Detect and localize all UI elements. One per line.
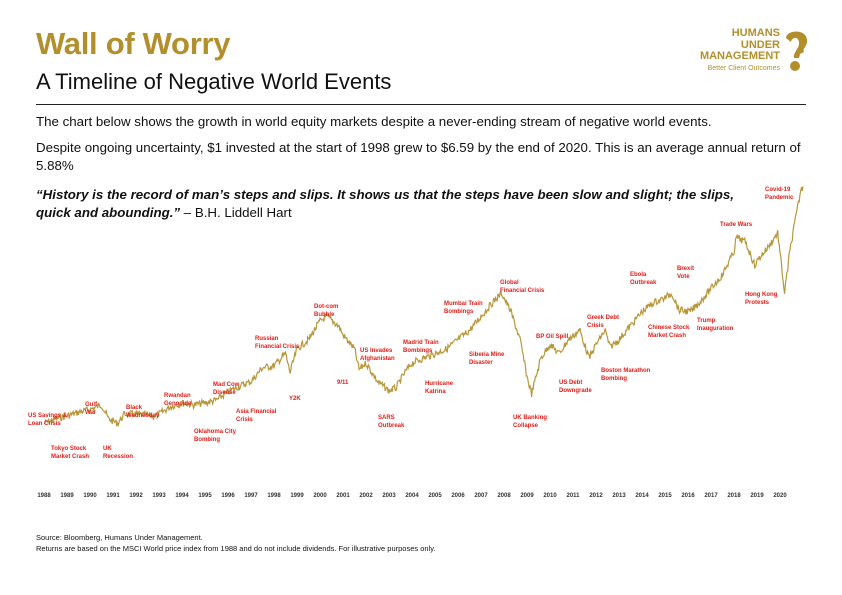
intro-paragraph: The chart below shows the growth in worl…	[36, 114, 712, 129]
event-annotation: Asia Financial Crisis	[236, 409, 277, 423]
x-tick-label: 1992	[129, 493, 143, 499]
logo-line: HUMANS	[731, 27, 780, 39]
event-annotation: US Savings & Loan Crisis	[28, 413, 68, 427]
event-annotation: Ebola Outbreak	[630, 272, 657, 286]
event-annotation: Y2K	[289, 396, 301, 402]
x-tick-label: 2003	[382, 493, 396, 499]
event-annotation: Mad Cow Disease	[213, 382, 240, 396]
event-annotation: Siberia Mine Disaster	[469, 352, 505, 366]
event-annotation: Greek Debt Crisis	[587, 315, 620, 329]
event-annotation: 9/11	[337, 380, 349, 386]
event-annotation: Gulf War	[85, 402, 97, 416]
x-tick-label: 1991	[106, 493, 120, 499]
x-tick-label: 1997	[244, 493, 258, 499]
x-tick-label: 2007	[474, 493, 488, 499]
x-tick-label: 2017	[704, 493, 718, 499]
quote: “History is the record of man’s steps an…	[36, 186, 736, 222]
x-tick-label: 2001	[336, 493, 350, 499]
x-tick-label: 1996	[221, 493, 235, 499]
logo-tagline: Better Client Outcomes	[707, 65, 780, 72]
event-annotation: Brexit Vote	[677, 266, 695, 280]
event-annotation: Covid-19 Pandemic	[765, 187, 794, 201]
x-tick-label: 2018	[727, 493, 741, 499]
logo-line: UNDER	[740, 38, 780, 51]
x-tick-label: 2016	[681, 493, 695, 499]
event-annotation: Russian Financial Crisis	[255, 336, 300, 350]
x-tick-label: 1990	[83, 493, 97, 499]
disclaimer-note: Returns are based on the MSCI World pric…	[36, 544, 436, 553]
event-annotation: Tokyo Stock Market Crash	[51, 446, 90, 460]
x-tick-label: 2004	[405, 493, 419, 499]
x-tick-label: 2020	[773, 493, 787, 499]
x-tick-label: 1993	[152, 493, 166, 499]
event-annotation: US Invades Afghanistan	[360, 348, 395, 362]
humans-under-management-logo: HUMANS UNDER MANAGEMENT Better Client Ou…	[690, 27, 810, 88]
event-annotation: Mumbai Train Bombings	[444, 301, 483, 315]
event-annotation: Madrid Train Bombings	[403, 340, 439, 354]
event-annotation: Black Wednesday	[126, 405, 160, 419]
x-tick-label: 2019	[750, 493, 764, 499]
event-annotation: US Debt Downgrade	[559, 380, 592, 394]
x-tick-label: 1988	[37, 493, 51, 499]
quote-text: “History is the record of man’s steps an…	[36, 187, 735, 220]
series-line-msci-world	[43, 186, 804, 427]
event-annotation: Global Financial Crisis	[500, 280, 545, 294]
event-annotation: Trump Inauguration	[697, 318, 734, 332]
x-tick-label: 1995	[198, 493, 212, 499]
event-annotation: Boston Marathon Bombing	[601, 368, 651, 382]
logo-line: MANAGEMENT	[699, 50, 780, 62]
return-paragraph: Despite ongoing uncertainty, $1 invested…	[36, 140, 801, 173]
x-tick-label: 1994	[175, 493, 189, 499]
x-tick-label: 2006	[451, 493, 465, 499]
question-head-icon	[786, 31, 808, 71]
event-annotation: Oklahoma City Bombing	[194, 429, 237, 443]
footer: Source: Bloomberg, Humans Under Manageme…	[36, 532, 436, 554]
event-annotation: Hong Kong Protests	[745, 292, 778, 306]
event-annotation: UK Recession	[103, 446, 134, 460]
event-annotation: Chinese Stock Market Crash	[648, 325, 690, 339]
quote-author: – B.H. Liddell Hart	[180, 205, 292, 220]
event-annotation: Trade Wars	[720, 222, 753, 228]
x-tick-label: 2008	[497, 493, 511, 499]
page-title: Wall of Worry	[36, 26, 231, 61]
x-tick-label: 2015	[658, 493, 672, 499]
x-tick-label: 2005	[428, 493, 442, 499]
x-tick-label: 1998	[267, 493, 281, 499]
x-tick-label: 2002	[359, 493, 373, 499]
x-tick-label: 2009	[520, 493, 534, 499]
event-annotation: Dot-com Bubble	[314, 304, 339, 318]
page-subtitle: A Timeline of Negative World Events	[36, 69, 392, 94]
x-tick-label: 2012	[589, 493, 603, 499]
x-tick-label: 2011	[566, 493, 580, 499]
event-annotation: BP Oil Spill	[536, 334, 569, 340]
x-tick-label: 2010	[543, 493, 557, 499]
x-tick-label: 1989	[60, 493, 74, 499]
event-annotation: UK Banking Collapse	[513, 415, 548, 429]
x-tick-label: 2014	[635, 493, 649, 499]
event-annotation: SARS Outbreak	[378, 415, 405, 429]
x-tick-label: 2000	[313, 493, 327, 499]
header-divider	[36, 104, 806, 105]
source-note: Source: Bloomberg, Humans Under Manageme…	[36, 533, 203, 542]
event-annotation: Hurricane Katrina	[425, 381, 454, 395]
event-annotation: Rwandan Genocide	[164, 393, 192, 407]
x-tick-label: 2013	[612, 493, 626, 499]
x-tick-label: 1999	[290, 493, 304, 499]
